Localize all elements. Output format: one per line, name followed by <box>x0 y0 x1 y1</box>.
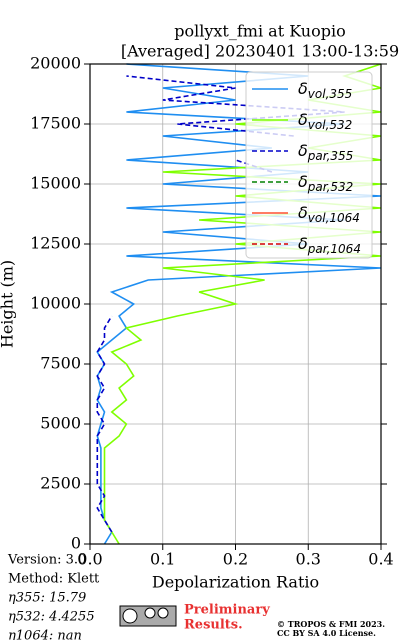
preliminary-note: Results. <box>184 618 243 633</box>
chart-title: [Averaged] 20230401 13:00-13:59 <box>121 42 399 61</box>
legend-label: δpar,355 <box>298 141 353 163</box>
y-axis-label: Height (m) <box>0 260 17 348</box>
x-tick-label: 0.1 <box>150 550 175 569</box>
y-tick-label: 17500 <box>30 114 81 133</box>
credit-note: © TROPOS & FMI 2023. <box>277 619 385 629</box>
info-note: Method: Klett <box>8 572 100 587</box>
plot-frame <box>89 63 382 545</box>
chart-title: pollyxt_fmi at Kuopio <box>174 22 345 41</box>
legend-label: δpar,532 <box>298 172 353 194</box>
info-note: η1064: nan <box>8 629 82 640</box>
y-tick-label: 15000 <box>30 174 81 193</box>
legend-label: δpar,1064 <box>298 234 361 256</box>
legend-label: δvol,1064 <box>298 203 360 225</box>
y-tick-label: 10000 <box>30 294 81 313</box>
info-note: η355: 15.79 <box>8 591 86 606</box>
x-tick-label: 0.0 <box>77 550 102 569</box>
y-tick-label: 20000 <box>30 54 81 73</box>
y-tick-label: 5000 <box>40 414 81 433</box>
y-tick-label: 12500 <box>30 234 81 253</box>
y-tick-label: 7500 <box>40 354 81 373</box>
profile-line <box>96 63 382 545</box>
legend-box <box>245 71 373 259</box>
info-note: η532: 4.4255 <box>8 610 95 625</box>
info-note: Version: 3.0 <box>7 553 86 568</box>
preliminary-note: Preliminary <box>184 603 270 618</box>
x-tick-label: 0.2 <box>223 550 248 569</box>
credit-note: CC BY SA 4.0 License. <box>277 628 376 638</box>
x-axis-label: Depolarization Ratio <box>152 573 319 592</box>
y-tick-label: 2500 <box>40 474 81 493</box>
x-tick-label: 0.4 <box>368 550 393 569</box>
legend-label: δvol,355 <box>298 79 352 101</box>
legend-label: δvol,532 <box>298 110 352 132</box>
y-tick-label: 0 <box>71 534 81 553</box>
x-tick-label: 0.3 <box>296 550 321 569</box>
cc-logo <box>119 605 177 627</box>
